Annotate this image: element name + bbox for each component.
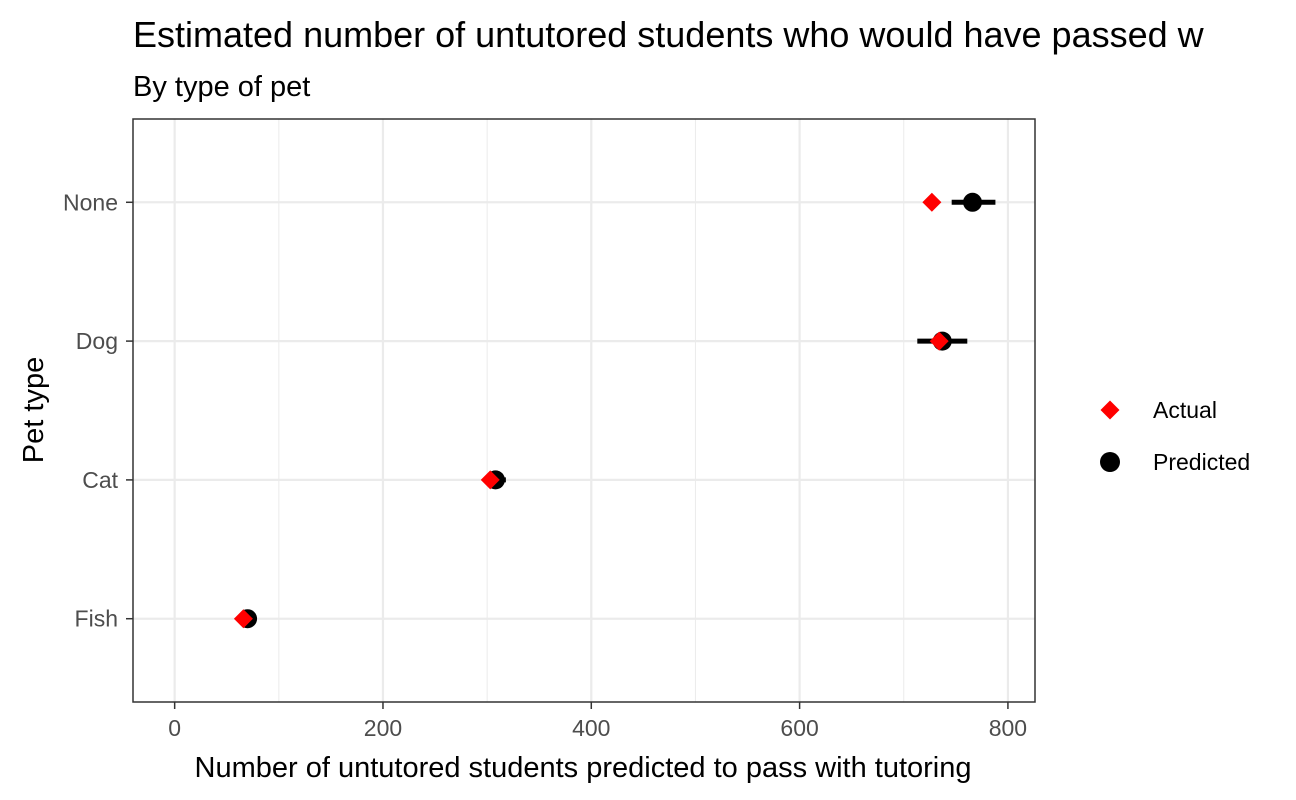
legend-predicted-key (1100, 452, 1120, 472)
legend: Actual Predicted (1100, 397, 1250, 475)
plot-border (132, 118, 1036, 703)
grid-lines (133, 119, 1035, 702)
x-tick-label: 200 (364, 715, 402, 741)
y-tick-label: Dog (76, 328, 118, 354)
actual-point (233, 609, 253, 629)
y-tick-label: Fish (75, 606, 118, 632)
legend-label: Predicted (1153, 449, 1250, 475)
data-marks (233, 192, 996, 629)
y-axis-title: Pet type (18, 357, 50, 463)
actual-point (929, 331, 949, 351)
legend-label: Actual (1153, 397, 1217, 423)
chart-title: Estimated number of untutored students w… (133, 14, 1205, 55)
actual-point (922, 192, 942, 212)
x-axis-title: Number of untutored students predicted t… (195, 752, 972, 784)
x-tick-label: 400 (572, 715, 610, 741)
y-tick-label: None (63, 189, 118, 215)
predicted-point (963, 192, 983, 212)
legend-actual-key (1100, 400, 1120, 420)
chart-subtitle: By type of pet (133, 71, 310, 103)
plot-background (133, 119, 1035, 702)
x-axis: 0 200 400 600 800 (168, 702, 1027, 741)
actual-point (480, 470, 500, 490)
x-tick-label: 0 (168, 715, 181, 741)
y-axis: Fish Cat Dog None (63, 189, 133, 632)
y-tick-label: Cat (82, 467, 118, 493)
x-tick-label: 800 (989, 715, 1027, 741)
plot-panel (132, 118, 1036, 703)
x-tick-label: 600 (780, 715, 818, 741)
